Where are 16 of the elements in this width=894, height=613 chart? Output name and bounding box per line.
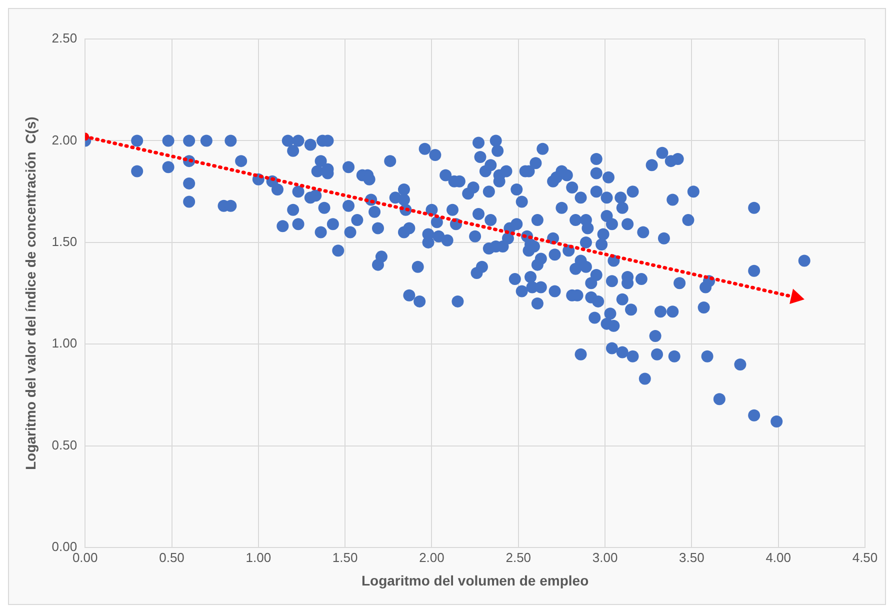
x-tick-label: 4.50 (852, 550, 878, 565)
y-tick-label: 2.50 (52, 30, 78, 46)
x-tick-label: 1.50 (332, 550, 358, 565)
x-axis-title: Logaritmo del volumen de empleo (361, 572, 589, 588)
x-tick-label: 1.00 (246, 550, 272, 565)
x-tick-label: 0.50 (159, 550, 184, 565)
y-tick-label: 1.00 (52, 336, 78, 351)
y-axis-title: Logaritmo del valor del índice de concentración C(s) (22, 116, 38, 470)
x-tick-label: 2.00 (419, 550, 444, 565)
x-tick-label: 3.50 (679, 550, 704, 565)
y-tick-label: 0.50 (52, 437, 78, 452)
x-tick-label: 4.00 (766, 550, 791, 565)
x-tick-label: 3.00 (592, 550, 618, 565)
y-tick-label: 2.00 (52, 132, 78, 148)
y-tick-label: 1.50 (52, 234, 78, 250)
x-tick-label: 2.50 (506, 550, 532, 565)
